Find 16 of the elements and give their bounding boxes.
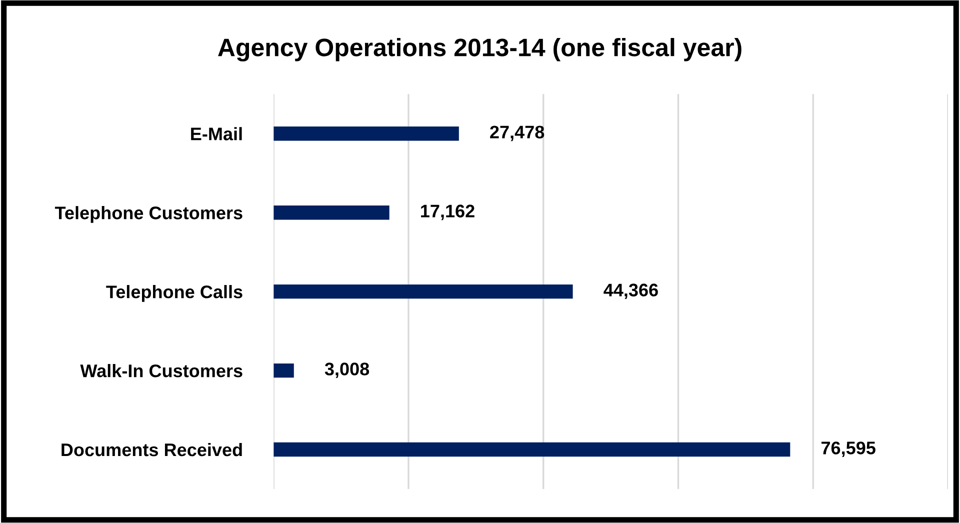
bar — [274, 126, 459, 141]
y-tick-label: E-Mail — [191, 127, 242, 140]
data-label: 76,595 — [821, 442, 876, 457]
bar — [274, 205, 390, 220]
bar — [274, 442, 790, 457]
data-label: 3,008 — [324, 362, 370, 378]
y-tick-label: Walk-In Customers — [80, 364, 242, 378]
data-label: 17,162 — [421, 204, 474, 220]
y-tick-label: Telephone Customers — [54, 206, 242, 223]
data-label: 44,366 — [604, 284, 658, 300]
chart-title: Agency Operations 2013-14 (one fiscal year) — [218, 38, 742, 62]
bar — [274, 363, 294, 378]
y-tick-label: Telephone Calls — [106, 285, 242, 302]
y-tick-label: Documents Received — [62, 442, 242, 456]
data-label: 27,478 — [490, 126, 544, 142]
bar — [274, 284, 573, 299]
